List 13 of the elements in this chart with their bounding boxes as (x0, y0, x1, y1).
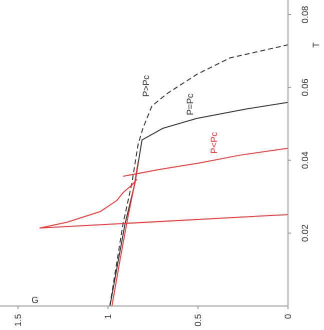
y-tick-label: 0.04 (300, 152, 310, 170)
y-tick-label: 0.06 (300, 78, 310, 96)
x-axis-title: G (31, 295, 39, 305)
x-tick-label: 0.5 (193, 314, 203, 327)
text: P<Pc (208, 131, 219, 154)
x-tick-label: 0 (283, 314, 293, 320)
y-tick-label: 0.08 (300, 6, 310, 24)
x-tick-label: 1.5 (13, 314, 23, 327)
text: P=Pc (184, 93, 195, 116)
text: P>Pc (140, 74, 151, 97)
x-tick-label: 1 (103, 314, 113, 320)
y-axis-title: T (311, 42, 321, 48)
y-tick-label: 0.02 (300, 224, 310, 242)
